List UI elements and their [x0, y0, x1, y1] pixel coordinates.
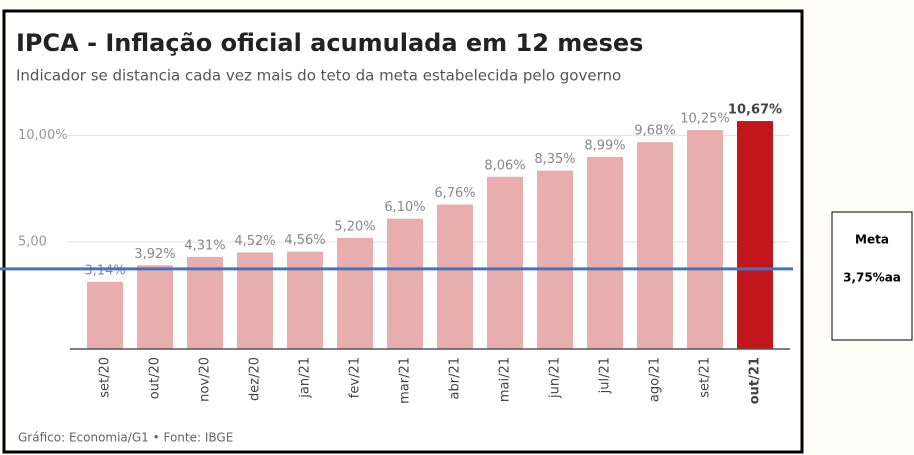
value-label: 5,20%: [334, 219, 375, 234]
bar: [187, 256, 223, 349]
x-tick-label: set/21: [698, 357, 713, 398]
x-tick-label: out/20: [148, 357, 163, 399]
value-label: 8,35%: [534, 152, 575, 167]
x-tick-label: jun/21: [548, 357, 563, 399]
y-tick-label: 5,00: [18, 235, 47, 250]
annotation-title: Meta: [855, 233, 889, 247]
x-tick-label: abr/21: [448, 357, 463, 400]
value-label: 6,76%: [434, 186, 475, 201]
x-tick-label: jan/21: [298, 357, 313, 399]
value-label: 9,68%: [634, 124, 675, 139]
x-tick-label: mai/21: [498, 357, 513, 402]
value-label: 10,67%: [728, 103, 782, 118]
value-label: 8,99%: [584, 138, 625, 153]
x-tick-label: jul/21: [598, 357, 613, 394]
source: Gráfico: Economia/G1 • Fonte: IBGE: [18, 431, 233, 445]
bar: [237, 252, 273, 349]
y-tick-label: 10,00%: [18, 128, 68, 143]
x-tick-label: mar/21: [398, 357, 413, 404]
bar: [687, 130, 723, 349]
value-label: 8,06%: [484, 158, 525, 173]
value-label: 6,10%: [384, 200, 425, 215]
annotation-label: 3,75%aa: [843, 271, 901, 285]
x-tick-label: nov/20: [198, 357, 213, 402]
value-label: 3,92%: [134, 247, 175, 262]
bar: [537, 170, 573, 349]
x-tick-label: out/21: [748, 357, 763, 404]
x-tick-label: set/20: [98, 357, 113, 398]
bar: [387, 218, 423, 349]
bar: [587, 156, 623, 349]
bar: [287, 251, 323, 349]
value-label: 4,31%: [184, 238, 225, 253]
value-label: 10,25%: [680, 112, 730, 127]
chart-subtitle: Indicador se distancia cada vez mais do …: [16, 67, 621, 85]
bar: [137, 265, 173, 349]
bar: [737, 121, 773, 349]
bar: [487, 176, 523, 349]
bar: [437, 204, 473, 349]
value-label: 3,14%: [84, 263, 125, 278]
annotation-box: [831, 211, 913, 341]
x-tick-label: dez/20: [248, 357, 263, 401]
value-label: 4,52%: [234, 234, 275, 249]
bar: [637, 142, 673, 349]
bar: [87, 281, 123, 349]
bar: [337, 237, 373, 349]
x-tick-label: fev/21: [348, 357, 363, 398]
x-tick-label: ago/21: [648, 357, 663, 402]
chart-title: IPCA - Inflação oficial acumulada em 12 …: [16, 29, 643, 57]
value-label: 4,56%: [284, 233, 325, 248]
